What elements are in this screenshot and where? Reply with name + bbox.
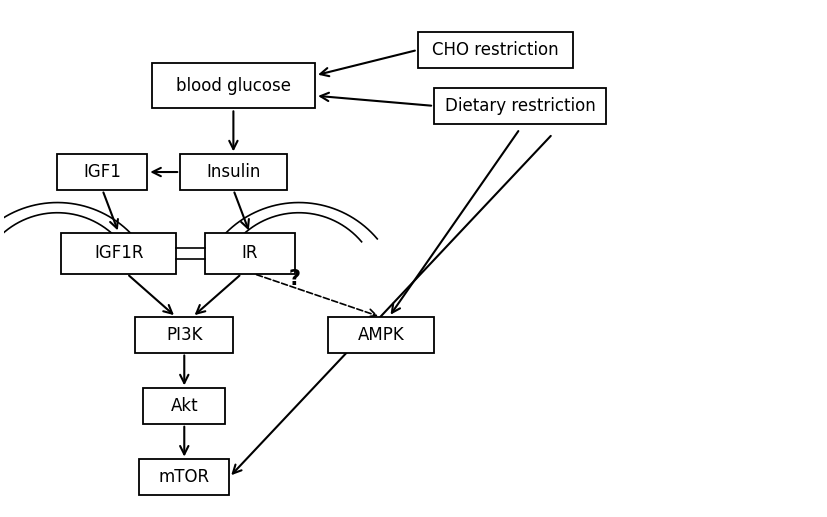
FancyBboxPatch shape	[139, 460, 229, 495]
FancyBboxPatch shape	[180, 154, 287, 190]
Text: IGF1: IGF1	[84, 163, 122, 181]
Text: Akt: Akt	[170, 397, 198, 415]
Text: mTOR: mTOR	[159, 468, 210, 486]
Text: IR: IR	[241, 245, 258, 263]
FancyBboxPatch shape	[61, 233, 176, 274]
FancyBboxPatch shape	[434, 88, 606, 124]
Text: ?: ?	[289, 269, 301, 289]
Text: Dietary restriction: Dietary restriction	[445, 97, 595, 115]
FancyBboxPatch shape	[57, 154, 147, 190]
FancyBboxPatch shape	[327, 317, 434, 353]
Text: Insulin: Insulin	[206, 163, 261, 181]
FancyBboxPatch shape	[151, 63, 315, 109]
FancyBboxPatch shape	[418, 32, 573, 68]
Text: IGF1R: IGF1R	[94, 245, 144, 263]
Text: blood glucose: blood glucose	[176, 77, 291, 95]
Text: AMPK: AMPK	[357, 326, 404, 344]
FancyBboxPatch shape	[205, 233, 294, 274]
FancyBboxPatch shape	[135, 317, 233, 353]
Text: CHO restriction: CHO restriction	[432, 41, 559, 59]
FancyBboxPatch shape	[143, 388, 225, 424]
Text: PI3K: PI3K	[166, 326, 203, 344]
